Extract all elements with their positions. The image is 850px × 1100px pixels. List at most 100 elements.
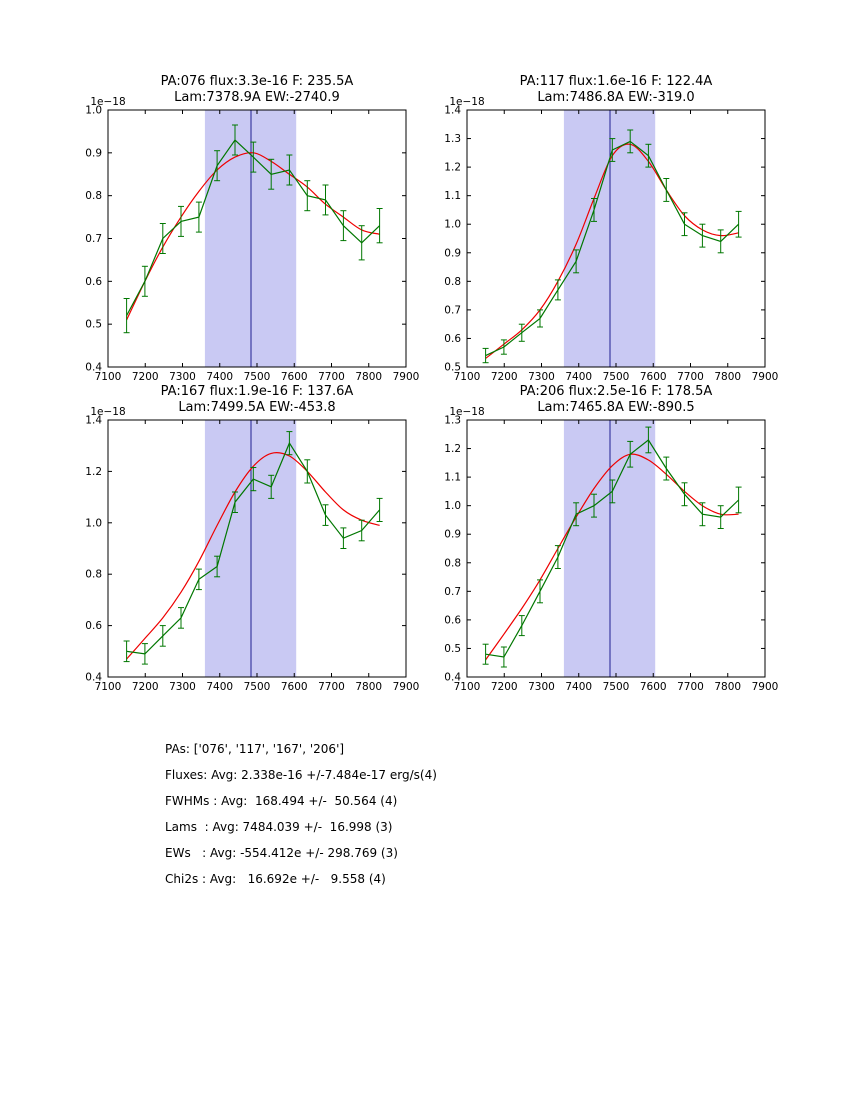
y-tick-label: 0.7 [444, 586, 461, 598]
x-tick-label: 7700 [677, 681, 704, 693]
plot-title-line2: Lam:7499.5A EW:-453.8 [178, 400, 336, 415]
x-tick-label: 7200 [491, 371, 518, 383]
plot-title-pa206: PA:206 flux:2.5e-16 F: 178.5A Lam:7465.8… [467, 384, 765, 416]
y-axis-offset-label: 1e−18 [449, 96, 484, 108]
x-tick-label: 7900 [752, 371, 779, 383]
summary-fluxes: Fluxes: Avg: 2.338e-16 +/-7.484e-17 erg/… [165, 768, 437, 782]
y-tick-label: 0.5 [444, 643, 461, 655]
error-bars [482, 129, 742, 364]
ticks [107, 419, 407, 678]
x-tick-label: 7400 [206, 371, 233, 383]
x-tick-label: 7500 [244, 371, 271, 383]
x-tick-label: 7800 [355, 371, 382, 383]
summary-fwhms: FWHMs : Avg: 168.494 +/- 50.564 (4) [165, 794, 398, 808]
plot-canvas-pa167: 7100 7200 7300 7400 7500 7600 7700 7800 7900 0.4 0… [85, 406, 420, 693]
plot-canvas-pa117: 7100 7200 7300 7400 7500 7600 7700 7800 7900 0.5 0… [444, 96, 779, 383]
y-tick-label: 0.8 [85, 569, 102, 581]
x-tick-label: 7100 [454, 371, 481, 383]
plot-title-line2: Lam:7378.9A EW:-2740.9 [174, 90, 340, 105]
y-tick-label: 0.9 [444, 529, 461, 541]
y-tick-label: 0.5 [444, 362, 461, 374]
y-tick-label: 0.7 [444, 304, 461, 316]
ticks [466, 109, 766, 368]
y-tick-label: 0.7 [85, 233, 102, 245]
x-tick-label: 7200 [132, 371, 159, 383]
y-axis-offset-label: 1e−18 [90, 96, 125, 108]
y-tick-label: 1.4 [85, 415, 102, 427]
y-tick-label: 1.2 [444, 162, 461, 174]
y-tick-label: 1.0 [444, 500, 461, 512]
plot-title-line1: PA:206 flux:2.5e-16 F: 178.5A [519, 384, 713, 399]
plot-title-line1: PA:117 flux:1.6e-16 F: 122.4A [519, 74, 713, 89]
x-tick-label: 7300 [169, 371, 196, 383]
summary-block: PAs: ['076', '117', '167', '206'] Fluxes… [165, 742, 437, 898]
x-tick-label: 7600 [640, 371, 667, 383]
y-tick-label: 1.3 [444, 415, 461, 427]
y-tick-label: 0.9 [444, 247, 461, 259]
data-curve [485, 140, 740, 357]
summary-ews: EWs : Avg: -554.412e +/- 298.769 (3) [165, 846, 398, 860]
fit-curve [485, 453, 739, 661]
ticks [466, 419, 766, 678]
plot-canvas-pa076: 7100 7200 7300 7400 7500 7600 7700 7800 7900 0.4 0… [85, 96, 420, 383]
summary-pas: PAs: ['076', '117', '167', '206'] [165, 742, 345, 756]
y-tick-label: 0.4 [444, 672, 461, 684]
x-tick-label: 7400 [565, 371, 592, 383]
y-tick-label: 1.0 [85, 105, 102, 117]
y-tick-label: 0.6 [85, 276, 102, 288]
y-tick-label: 0.5 [85, 319, 102, 331]
x-tick-label: 7100 [95, 371, 122, 383]
y-tick-label: 1.4 [444, 105, 461, 117]
summary-chi2s: Chi2s : Avg: 16.692e +/- 9.558 (4) [165, 872, 386, 886]
x-tick-label: 7300 [169, 681, 196, 693]
y-tick-label: 0.6 [85, 620, 102, 632]
x-tick-label: 7900 [393, 371, 420, 383]
subplot-pa167: PA:167 flux:1.9e-16 F: 137.6A Lam:7499.5… [60, 384, 424, 716]
x-tick-label: 7600 [281, 371, 308, 383]
x-tick-label: 7700 [677, 371, 704, 383]
x-tick-label: 7300 [528, 371, 555, 383]
plot-title-pa167: PA:167 flux:1.9e-16 F: 137.6A Lam:7499.5… [108, 384, 406, 416]
y-tick-label: 1.0 [85, 517, 102, 529]
x-tick-label: 7500 [603, 681, 630, 693]
x-tick-label: 7500 [603, 371, 630, 383]
y-tick-label: 0.8 [444, 276, 461, 288]
y-axis-offset-label: 1e−18 [449, 406, 484, 418]
x-tick-label: 7500 [244, 681, 271, 693]
plot-title-line1: PA:167 flux:1.9e-16 F: 137.6A [160, 384, 354, 399]
x-tick-label: 7600 [281, 681, 308, 693]
x-tick-label: 7900 [393, 681, 420, 693]
x-tick-label: 7700 [318, 681, 345, 693]
x-tick-label: 7900 [752, 681, 779, 693]
y-tick-label: 0.4 [85, 362, 102, 374]
summary-lams: Lams : Avg: 7484.039 +/- 16.998 (3) [165, 820, 393, 834]
x-tick-label: 7100 [454, 681, 481, 693]
x-tick-label: 7200 [132, 681, 159, 693]
y-tick-label: 0.8 [444, 557, 461, 569]
plot-title-pa117: PA:117 flux:1.6e-16 F: 122.4A Lam:7486.8… [467, 74, 765, 106]
y-tick-label: 1.1 [444, 472, 461, 484]
y-tick-label: 0.6 [444, 333, 461, 345]
plot-title-pa076: PA:076 flux:3.3e-16 F: 235.5A Lam:7378.9… [108, 74, 406, 106]
x-tick-label: 7400 [206, 681, 233, 693]
fit-curve [126, 452, 380, 660]
x-tick-label: 7800 [714, 681, 741, 693]
x-tick-label: 7800 [714, 371, 741, 383]
y-tick-label: 0.9 [85, 147, 102, 159]
x-tick-label: 7400 [565, 681, 592, 693]
plot-title-line1: PA:076 flux:3.3e-16 F: 235.5A [160, 74, 354, 89]
x-tick-label: 7700 [318, 371, 345, 383]
data-curve [485, 439, 740, 658]
plot-title-line2: Lam:7465.8A EW:-890.5 [537, 400, 695, 415]
y-tick-label: 1.2 [444, 443, 461, 455]
y-tick-label: 0.6 [444, 614, 461, 626]
plot-title-line2: Lam:7486.8A EW:-319.0 [537, 90, 695, 105]
y-tick-label: 1.2 [85, 466, 102, 478]
subplot-pa076: PA:076 flux:3.3e-16 F: 235.5A Lam:7378.9… [60, 74, 424, 406]
plot-canvas-pa206: 7100 7200 7300 7400 7500 7600 7700 7800 7900 0.4 0… [444, 406, 779, 693]
y-tick-label: 1.3 [444, 133, 461, 145]
y-tick-label: 1.1 [444, 190, 461, 202]
y-tick-label: 1.0 [444, 219, 461, 231]
x-tick-label: 7600 [640, 681, 667, 693]
